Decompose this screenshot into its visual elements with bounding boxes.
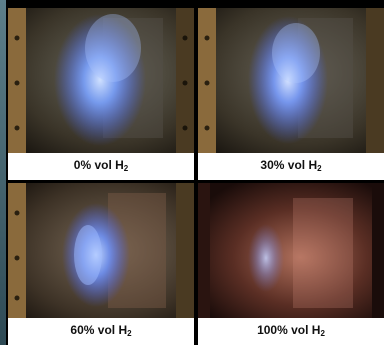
plasma-photo-60-percent bbox=[8, 183, 194, 318]
caption-subscript: 2 bbox=[127, 329, 132, 338]
side-strip bbox=[0, 0, 6, 345]
panel-0-percent-h2: 0% vol H2 bbox=[8, 8, 194, 180]
plasma-photo-100-percent bbox=[198, 183, 384, 318]
panel-30-percent-h2: 30% vol H2 bbox=[198, 8, 384, 180]
caption-text: 0% vol H bbox=[73, 158, 124, 172]
panel-caption: 30% vol H2 bbox=[198, 158, 384, 173]
panel-100-percent-h2: 100% vol H2 bbox=[198, 183, 384, 345]
caption-text: 60% vol H bbox=[70, 323, 128, 337]
caption-subscript: 2 bbox=[123, 164, 129, 173]
plasma-photo-30-percent bbox=[198, 8, 384, 153]
panel-caption: 60% vol H2 bbox=[8, 323, 194, 338]
panel-60-percent-h2: 60% vol H2 bbox=[8, 183, 194, 345]
caption-text: 100% vol H bbox=[257, 323, 321, 337]
caption-subscript: 2 bbox=[320, 329, 325, 338]
panel-caption: 100% vol H2 bbox=[198, 323, 384, 338]
panel-caption: 0% vol H2 bbox=[8, 158, 194, 173]
plasma-photo-0-percent bbox=[8, 8, 194, 153]
caption-subscript: 2 bbox=[317, 164, 322, 173]
caption-text: 30% vol H bbox=[260, 158, 318, 172]
